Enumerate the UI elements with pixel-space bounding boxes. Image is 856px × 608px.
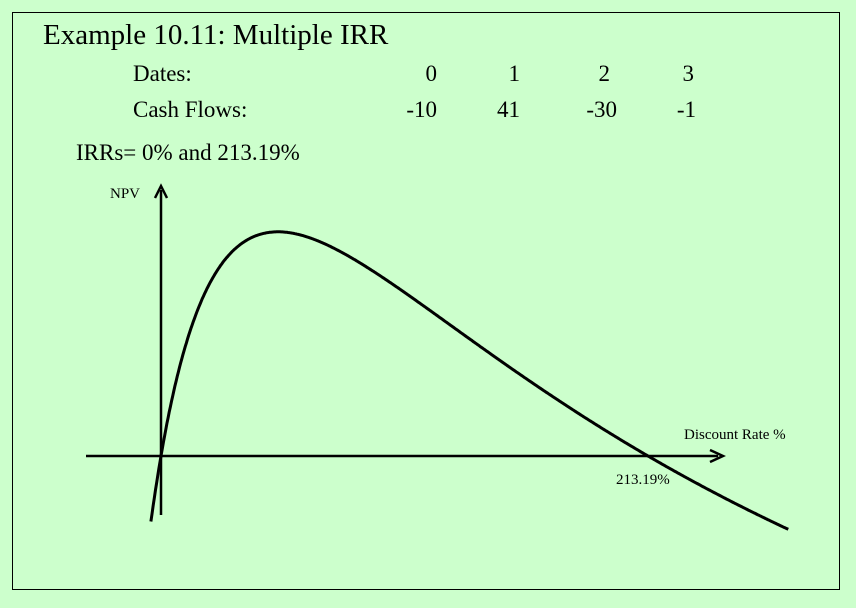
y-axis-label: NPV: [110, 186, 140, 202]
date-value: 0: [425, 61, 438, 86]
cash-flows-label: Cash Flows:: [133, 97, 248, 122]
npv-series-line: [149, 230, 789, 531]
cash-flow-value: -30: [586, 97, 617, 122]
cash-flow-value: 41: [497, 97, 520, 122]
page-title: Example 10.11: Multiple IRR: [43, 19, 389, 51]
date-value: 2: [598, 61, 611, 86]
date-value: 3: [682, 61, 695, 86]
slide-frame: [12, 12, 840, 590]
x-axis-arrow: [709, 448, 726, 464]
dates-label: Dates:: [133, 61, 192, 86]
irr-statement: IRRs= 0% and 213.19%: [76, 140, 300, 165]
cash-flow-value: -1: [676, 97, 696, 122]
root-annotation: 213.19%: [616, 472, 670, 488]
date-value: 1: [508, 61, 521, 86]
y-axis-arrow: [153, 183, 169, 199]
x-axis-label: Discount Rate %: [684, 427, 786, 443]
cash-flow-value: -10: [406, 97, 437, 122]
